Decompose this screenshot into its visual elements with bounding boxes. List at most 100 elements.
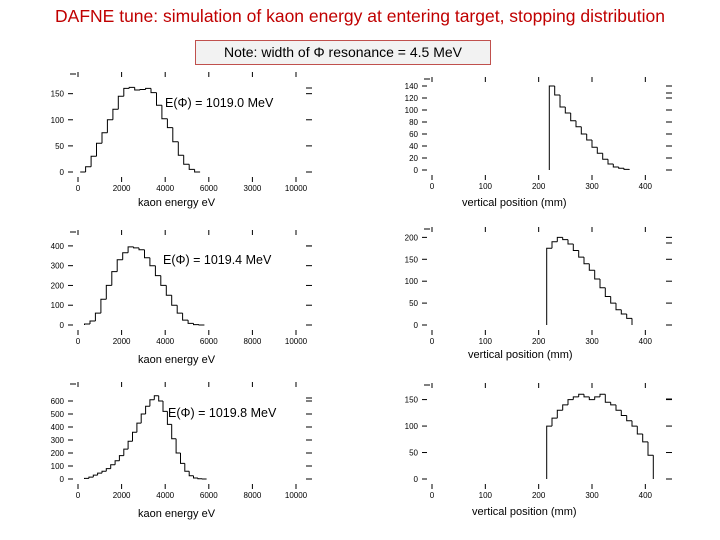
histogram-bin — [620, 309, 627, 315]
x-tick-label: 300 — [585, 337, 599, 346]
xlabel-stop-3: vertical position (mm) — [472, 506, 577, 518]
histogram-bin — [188, 471, 194, 477]
x-tick-label: 3000 — [244, 184, 262, 193]
y-tick-label: 500 — [51, 410, 65, 419]
energy-annotation-3: E(Φ) = 1019.8 MeV — [168, 406, 277, 420]
slide-title: DAFNE tune: simulation of kaon energy at… — [55, 6, 665, 26]
histogram-bin — [599, 279, 606, 289]
histogram-bin — [172, 127, 179, 143]
histogram-bin — [594, 270, 600, 280]
y-tick-label: 60 — [409, 130, 418, 139]
x-tick-label: 0 — [430, 491, 435, 500]
xlabel-energy-3: kaon energy eV — [138, 508, 216, 520]
histogram-bin — [626, 415, 632, 422]
y-tick-label: 0 — [414, 475, 419, 484]
xlabel-stop-2: vertical position (mm) — [468, 349, 573, 361]
y-tick-label: 100 — [405, 422, 419, 431]
histogram-bin — [92, 474, 98, 478]
histogram-bin — [122, 252, 129, 260]
histogram-bin — [580, 126, 587, 135]
histogram-bin — [117, 95, 124, 110]
histogram-bin — [551, 241, 558, 249]
histogram-bin — [158, 395, 163, 402]
histogram-bin — [105, 284, 112, 300]
histogram-bin — [564, 107, 571, 114]
y-tick-label: 50 — [409, 449, 418, 458]
x-tick-label: 2000 — [113, 491, 131, 500]
histogram-bin — [583, 394, 590, 398]
histogram-bin — [636, 426, 643, 435]
histogram-bin — [132, 431, 137, 442]
histogram-bin — [145, 405, 150, 414]
histogram-bin — [572, 396, 579, 400]
x-tick-label: 0 — [76, 491, 81, 500]
histogram-bin — [551, 417, 558, 427]
x-tick-label: 2000 — [113, 337, 131, 346]
y-tick-label: 100 — [51, 301, 65, 310]
histogram-bin — [586, 134, 592, 141]
x-tick-label: 400 — [639, 182, 653, 191]
x-tick-label: 0 — [76, 184, 81, 193]
y-tick-label: 200 — [51, 449, 65, 458]
y-tick-label: 140 — [405, 82, 419, 91]
histogram-bin — [84, 323, 90, 325]
histogram-bin — [572, 244, 579, 251]
histogram-bin — [184, 463, 190, 472]
histogram-bin — [145, 87, 151, 90]
histogram-bin — [612, 164, 619, 168]
histogram-bin — [183, 155, 190, 165]
x-tick-label: 10000 — [285, 491, 308, 500]
x-tick-label: 100 — [479, 182, 493, 191]
x-tick-label: 4000 — [156, 337, 174, 346]
histogram-bin — [602, 153, 608, 160]
histogram-bin — [140, 413, 146, 424]
y-tick-label: 80 — [409, 118, 418, 127]
y-tick-label: 600 — [51, 397, 65, 406]
y-tick-label: 100 — [51, 462, 65, 471]
x-tick-label: 10000 — [285, 184, 308, 193]
histogram-bin — [89, 320, 96, 324]
x-tick-label: 8000 — [244, 491, 262, 500]
y-tick-label: 400 — [51, 423, 65, 432]
histogram-bin — [575, 120, 582, 128]
histogram-bin — [171, 424, 177, 440]
histogram-bin — [176, 305, 183, 314]
xlabel-stop-1: vertical position (mm) — [462, 197, 567, 209]
histogram-bin — [607, 159, 614, 165]
histogram-bin — [618, 167, 624, 169]
xlabel-energy-2: kaon energy eV — [138, 354, 216, 366]
histogram-bin — [610, 296, 616, 304]
histogram-bin — [156, 92, 162, 106]
histogram-bin — [114, 460, 120, 465]
histogram-bin — [546, 425, 552, 479]
histogram-bin — [610, 402, 616, 406]
y-tick-label: 50 — [409, 299, 418, 308]
histogram-bin — [615, 303, 622, 311]
y-tick-label: 400 — [51, 242, 65, 251]
histogram-bin — [578, 393, 584, 397]
histogram-bin — [177, 141, 184, 156]
histogram-bin — [166, 118, 173, 129]
x-tick-label: 200 — [532, 182, 546, 191]
histogram-bin — [615, 404, 622, 411]
histogram-bin — [182, 313, 189, 321]
x-tick-label: 300 — [585, 182, 599, 191]
histogram-bin — [134, 87, 141, 91]
histogram-bin — [162, 401, 168, 412]
histogram-bin — [128, 86, 135, 89]
histogram-bin — [175, 438, 181, 454]
histogram-bin — [588, 396, 595, 401]
histogram-bin — [180, 453, 185, 464]
histogram-bin — [90, 155, 97, 167]
y-tick-label: 200 — [405, 233, 419, 242]
histogram-bin — [127, 440, 133, 450]
histogram-bin — [193, 323, 199, 326]
y-tick-label: 0 — [414, 166, 419, 175]
histogram-bin — [562, 237, 568, 241]
histogram-bin — [138, 247, 145, 251]
y-tick-label: 200 — [51, 281, 65, 290]
histogram-bin — [188, 164, 195, 170]
panel-stop-3: 0 50 100 150 0 100 200 300 400 — [405, 383, 672, 500]
